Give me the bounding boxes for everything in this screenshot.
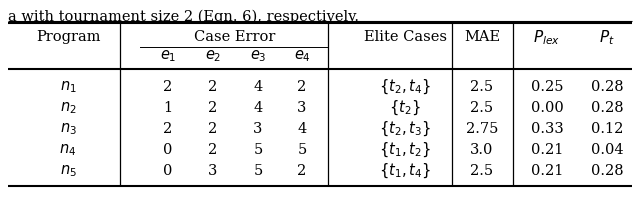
Text: 0.12: 0.12 — [591, 122, 623, 136]
Text: $P_{lex}$: $P_{lex}$ — [534, 28, 561, 47]
Text: Elite Cases: Elite Cases — [364, 30, 447, 44]
Text: 5: 5 — [253, 143, 262, 157]
Text: 4: 4 — [253, 80, 262, 94]
Text: 3: 3 — [253, 122, 262, 136]
Text: 0: 0 — [163, 164, 173, 178]
Text: $n_4$: $n_4$ — [60, 142, 77, 158]
Text: $\{t_1,t_4\}$: $\{t_1,t_4\}$ — [379, 162, 431, 180]
Text: 5: 5 — [298, 143, 307, 157]
Text: 0.21: 0.21 — [531, 143, 563, 157]
Text: $e_4$: $e_4$ — [294, 49, 310, 64]
Text: 3: 3 — [298, 101, 307, 115]
Text: 0.28: 0.28 — [591, 80, 623, 94]
Text: 2: 2 — [163, 80, 173, 94]
Text: 2.5: 2.5 — [470, 101, 493, 115]
Text: 4: 4 — [253, 101, 262, 115]
Text: 0: 0 — [163, 143, 173, 157]
Text: 0.28: 0.28 — [591, 164, 623, 178]
Text: Case Error: Case Error — [195, 30, 276, 44]
Text: $e_1$: $e_1$ — [160, 49, 176, 64]
Text: Program: Program — [36, 30, 100, 44]
Text: 2: 2 — [298, 164, 307, 178]
Text: $e_2$: $e_2$ — [205, 49, 221, 64]
Text: 5: 5 — [253, 164, 262, 178]
Text: 2: 2 — [209, 143, 218, 157]
Text: 2: 2 — [209, 122, 218, 136]
Text: $P_t$: $P_t$ — [599, 28, 615, 47]
Text: 4: 4 — [298, 122, 307, 136]
Text: 3.0: 3.0 — [470, 143, 493, 157]
Text: 0.00: 0.00 — [531, 101, 563, 115]
Text: $n_1$: $n_1$ — [60, 79, 76, 95]
Text: 1: 1 — [163, 101, 173, 115]
Text: $\{t_2,t_4\}$: $\{t_2,t_4\}$ — [379, 78, 431, 96]
Text: 2: 2 — [163, 122, 173, 136]
Text: 2.75: 2.75 — [466, 122, 498, 136]
Text: $n_3$: $n_3$ — [60, 121, 76, 137]
Text: $n_5$: $n_5$ — [60, 163, 76, 179]
Text: $\{t_2\}$: $\{t_2\}$ — [389, 99, 420, 117]
Text: 2: 2 — [209, 80, 218, 94]
Text: 3: 3 — [208, 164, 218, 178]
Text: 0.21: 0.21 — [531, 164, 563, 178]
Text: $n_2$: $n_2$ — [60, 100, 76, 116]
Text: MAE: MAE — [464, 30, 500, 44]
Text: 0.28: 0.28 — [591, 101, 623, 115]
Text: 2.5: 2.5 — [470, 164, 493, 178]
Text: $\{t_2,t_3\}$: $\{t_2,t_3\}$ — [379, 120, 431, 138]
Text: $e_3$: $e_3$ — [250, 49, 266, 64]
Text: 0.04: 0.04 — [591, 143, 623, 157]
Text: $\{t_1,t_2\}$: $\{t_1,t_2\}$ — [379, 141, 431, 159]
Text: 2: 2 — [298, 80, 307, 94]
Text: 0.25: 0.25 — [531, 80, 563, 94]
Text: 2.5: 2.5 — [470, 80, 493, 94]
Text: a with tournament size 2 (Eqn. 6), respectively.: a with tournament size 2 (Eqn. 6), respe… — [8, 10, 359, 24]
Text: 2: 2 — [209, 101, 218, 115]
Text: 0.33: 0.33 — [531, 122, 563, 136]
